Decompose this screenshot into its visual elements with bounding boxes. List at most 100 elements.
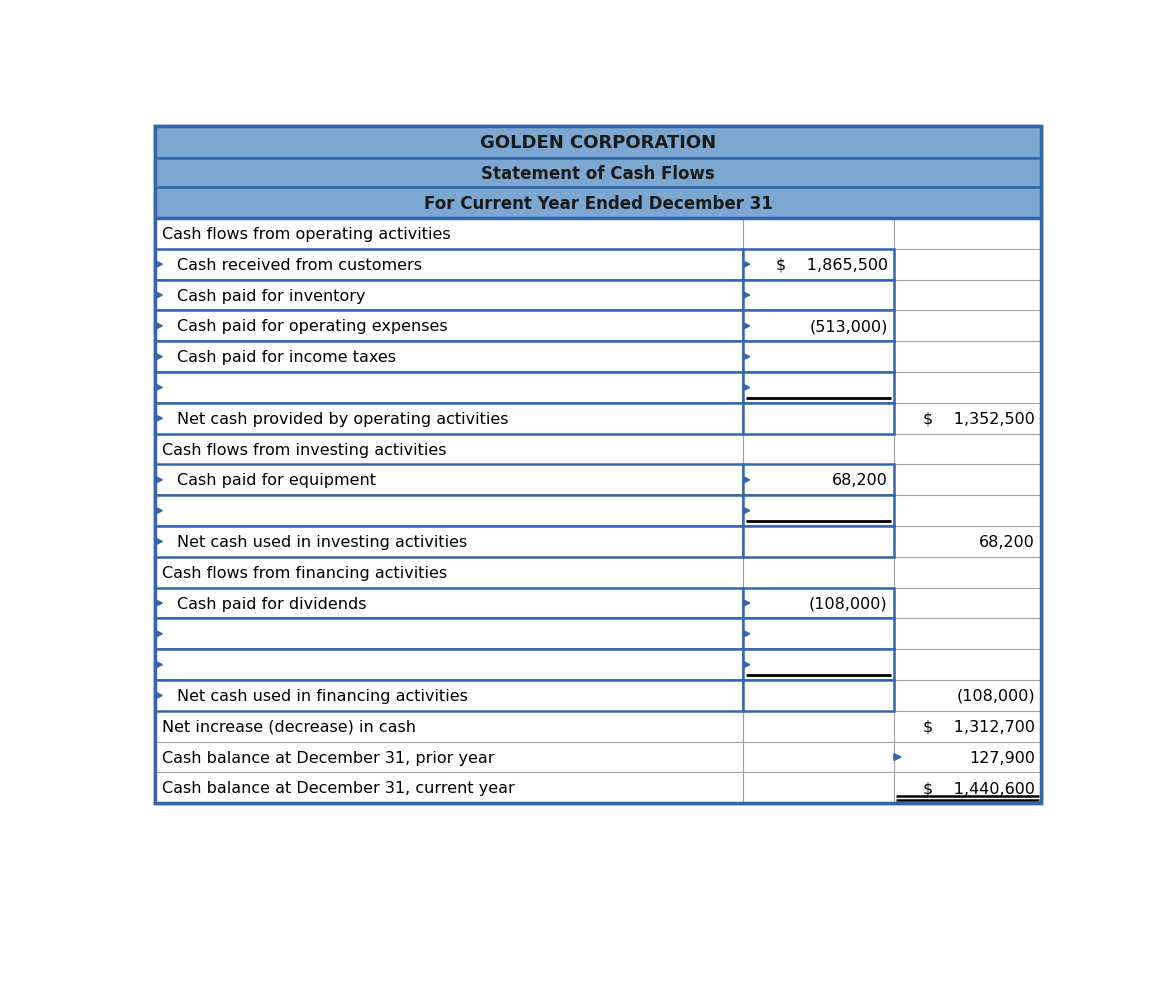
Polygon shape (155, 384, 162, 391)
Text: Statement of Cash Flows: Statement of Cash Flows (481, 164, 715, 183)
Polygon shape (155, 508, 162, 515)
Bar (155, 588, 1041, 619)
Bar (155, 527, 743, 558)
Bar (155, 281, 1041, 311)
Polygon shape (155, 354, 162, 361)
Text: 127,900: 127,900 (969, 750, 1035, 764)
Polygon shape (155, 600, 162, 607)
Bar (155, 311, 1041, 342)
Text: Cash received from customers: Cash received from customers (178, 258, 422, 273)
Bar (743, 588, 894, 619)
Polygon shape (743, 600, 750, 607)
Text: Cash paid for inventory: Cash paid for inventory (178, 288, 366, 303)
Text: Cash paid for dividends: Cash paid for dividends (178, 596, 367, 611)
Bar (155, 188, 1041, 219)
Bar (155, 558, 1041, 588)
Bar (155, 281, 743, 311)
Text: For Current Year Ended December 31: For Current Year Ended December 31 (424, 195, 773, 213)
Bar (743, 250, 894, 281)
Polygon shape (743, 476, 750, 483)
Polygon shape (743, 323, 750, 330)
Bar (743, 311, 894, 342)
Polygon shape (743, 662, 750, 668)
Bar (155, 588, 743, 619)
Bar (743, 465, 894, 495)
Bar (155, 158, 1041, 188)
Bar (743, 281, 894, 311)
Bar (155, 219, 1041, 250)
Polygon shape (155, 539, 162, 546)
Bar (155, 465, 1041, 495)
Bar (743, 342, 894, 373)
Bar (155, 495, 1041, 527)
Bar (155, 650, 1041, 680)
Bar (155, 342, 1041, 373)
Polygon shape (155, 415, 162, 422)
Polygon shape (743, 508, 750, 515)
Bar (155, 619, 743, 650)
Polygon shape (743, 354, 750, 361)
Text: Cash paid for income taxes: Cash paid for income taxes (178, 350, 396, 365)
Bar (155, 711, 1041, 742)
Text: Net cash provided by operating activities: Net cash provided by operating activitie… (178, 411, 508, 426)
Bar (155, 126, 1041, 803)
Text: Cash balance at December 31, prior year: Cash balance at December 31, prior year (161, 750, 494, 764)
Text: 68,200: 68,200 (832, 472, 888, 487)
Polygon shape (155, 323, 162, 330)
Bar (155, 403, 1041, 434)
Text: Cash flows from financing activities: Cash flows from financing activities (161, 565, 446, 580)
Polygon shape (743, 292, 750, 299)
Bar (743, 680, 894, 711)
Polygon shape (155, 262, 162, 269)
Text: $    1,352,500: $ 1,352,500 (923, 411, 1035, 426)
Bar (155, 403, 743, 434)
Text: Cash paid for operating expenses: Cash paid for operating expenses (178, 319, 447, 334)
Bar (155, 527, 1041, 558)
Polygon shape (155, 662, 162, 668)
Polygon shape (743, 262, 750, 269)
Polygon shape (155, 292, 162, 299)
Bar (743, 527, 894, 558)
Bar (155, 434, 1041, 465)
Bar (155, 126, 1041, 158)
Bar (743, 495, 894, 527)
Bar (155, 373, 743, 403)
Polygon shape (743, 631, 750, 638)
Polygon shape (155, 476, 162, 483)
Bar (155, 311, 743, 342)
Text: $    1,440,600: $ 1,440,600 (923, 780, 1035, 795)
Polygon shape (743, 384, 750, 391)
Bar (155, 126, 1041, 803)
Text: $    1,865,500: $ 1,865,500 (776, 258, 888, 273)
Text: Cash paid for equipment: Cash paid for equipment (178, 472, 376, 487)
Bar (155, 742, 1041, 772)
Bar (155, 650, 743, 680)
Bar (743, 403, 894, 434)
Text: Cash balance at December 31, current year: Cash balance at December 31, current yea… (161, 780, 514, 795)
Text: Cash flows from investing activities: Cash flows from investing activities (161, 442, 446, 457)
Text: Net cash used in financing activities: Net cash used in financing activities (178, 688, 468, 703)
Text: Cash flows from operating activities: Cash flows from operating activities (161, 227, 450, 242)
Bar (155, 465, 743, 495)
Bar (155, 619, 1041, 650)
Bar (155, 772, 1041, 803)
Text: (513,000): (513,000) (809, 319, 888, 334)
Bar (155, 342, 743, 373)
Bar (155, 495, 743, 527)
Text: $    1,312,700: $ 1,312,700 (923, 719, 1035, 734)
Text: (108,000): (108,000) (809, 596, 888, 611)
Text: GOLDEN CORPORATION: GOLDEN CORPORATION (480, 133, 716, 151)
Text: 68,200: 68,200 (979, 535, 1035, 550)
Bar (155, 373, 1041, 403)
Text: Net increase (decrease) in cash: Net increase (decrease) in cash (161, 719, 416, 734)
Polygon shape (894, 754, 901, 760)
Bar (155, 250, 1041, 281)
Text: (108,000): (108,000) (957, 688, 1035, 703)
Bar (155, 680, 743, 711)
Bar (155, 250, 743, 281)
Polygon shape (155, 631, 162, 638)
Bar (743, 373, 894, 403)
Bar (155, 680, 1041, 711)
Bar (743, 619, 894, 650)
Text: Net cash used in investing activities: Net cash used in investing activities (178, 535, 467, 550)
